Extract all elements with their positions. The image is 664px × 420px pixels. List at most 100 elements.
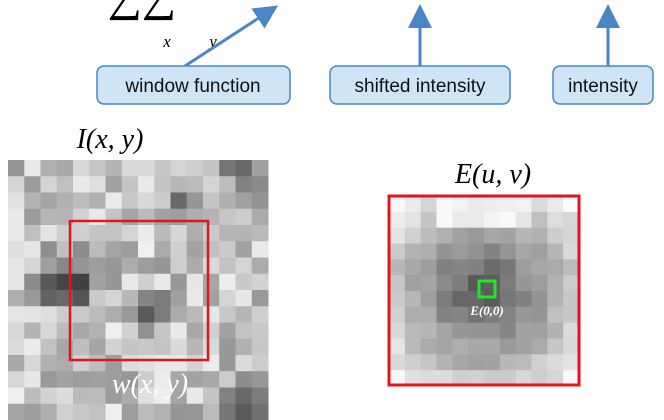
pixel: [389, 212, 405, 228]
pixel: [421, 291, 437, 307]
pixel: [41, 274, 58, 291]
pixel: [421, 275, 437, 291]
pixel: [468, 323, 484, 339]
pixel: [389, 228, 405, 244]
pixel: [187, 225, 204, 242]
pixel: [89, 241, 106, 258]
pixel: [405, 354, 421, 370]
pixel: [122, 339, 139, 356]
pixel: [57, 404, 74, 420]
pixel: [563, 196, 579, 212]
pixel: [405, 212, 421, 228]
pixel: [563, 323, 579, 339]
pixel: [203, 209, 220, 226]
pixel: [236, 306, 253, 323]
pixel: [421, 212, 437, 228]
pixel: [187, 274, 204, 291]
pixel: [122, 306, 139, 323]
pixel: [421, 323, 437, 339]
pixel: [219, 258, 236, 275]
pixel: [171, 290, 188, 307]
callout-text: intensity: [568, 76, 638, 97]
pixel: [154, 176, 171, 193]
pixel: [8, 371, 25, 388]
pixel: [154, 404, 171, 420]
pixel: [452, 323, 468, 339]
callout-text: window function: [124, 76, 260, 97]
pixel: [89, 225, 106, 242]
pixel: [516, 307, 532, 323]
pixel: [516, 275, 532, 291]
pixel: [89, 388, 106, 405]
pixel: [547, 323, 563, 339]
pixel: [252, 209, 269, 226]
pixel: [203, 241, 220, 258]
pixel: [106, 258, 123, 275]
pixel: [41, 160, 58, 177]
pixel: [41, 225, 58, 242]
pixel: [106, 241, 123, 258]
pixel: [389, 307, 405, 323]
pixel: [563, 212, 579, 228]
pixel: [8, 209, 25, 226]
pixel: [500, 323, 516, 339]
pixel: [236, 274, 253, 291]
pixel: [484, 339, 500, 355]
pixel: [389, 275, 405, 291]
pixel: [171, 274, 188, 291]
pixel: [547, 339, 563, 355]
pixel: [516, 196, 532, 212]
pixel: [219, 339, 236, 356]
pixel: [187, 371, 204, 388]
pixel: [41, 306, 58, 323]
pixel: [154, 290, 171, 307]
pixel: [203, 176, 220, 193]
pixel: [421, 244, 437, 260]
pixel: [563, 339, 579, 355]
pixel: [187, 355, 204, 372]
pixel: [138, 241, 155, 258]
pixel: [563, 275, 579, 291]
pixel: [389, 339, 405, 355]
pixel: [187, 290, 204, 307]
pixel: [236, 225, 253, 242]
pixel: [73, 371, 90, 388]
pixel: [89, 404, 106, 420]
pixel: [24, 225, 41, 242]
pixel: [24, 355, 41, 372]
pixel: [106, 160, 123, 177]
pixel: [154, 323, 171, 340]
pixel: [421, 196, 437, 212]
pixel: [484, 275, 500, 291]
image-title: I(x, y): [76, 124, 144, 155]
pixel: [187, 404, 204, 420]
pixel: [219, 241, 236, 258]
pixel: [122, 274, 139, 291]
pixel: [532, 244, 548, 260]
pixel: [203, 371, 220, 388]
pixel: [452, 291, 468, 307]
pixel: [437, 196, 453, 212]
pixel: [41, 290, 58, 307]
pixel: [563, 307, 579, 323]
pixel: [236, 371, 253, 388]
pixel: [24, 193, 41, 210]
pixel: [236, 339, 253, 356]
pixel: [89, 371, 106, 388]
pixel: [389, 196, 405, 212]
pixel: [236, 209, 253, 226]
pixel: [8, 258, 25, 275]
pixel: [532, 323, 548, 339]
pixel: [203, 225, 220, 242]
pixel: [252, 274, 269, 291]
pixel: [203, 355, 220, 372]
pixel: [73, 258, 90, 275]
pixel: [252, 225, 269, 242]
pixel: [24, 404, 41, 420]
pixel: [516, 291, 532, 307]
pixel: [236, 290, 253, 307]
pixel: [73, 388, 90, 405]
pixel: [236, 388, 253, 405]
pixel: [236, 160, 253, 177]
pixel: [437, 228, 453, 244]
